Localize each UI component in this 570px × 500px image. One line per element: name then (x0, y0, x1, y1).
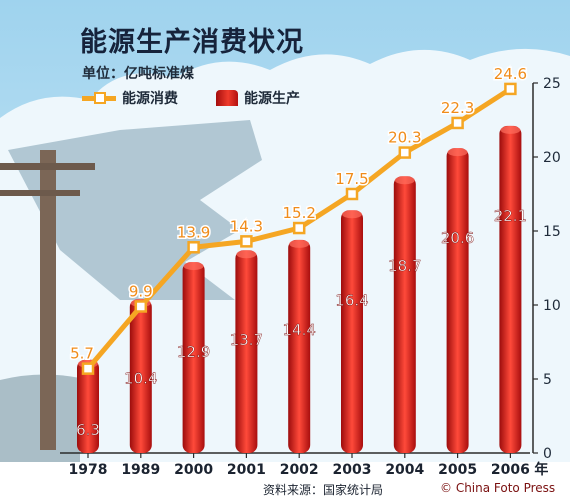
crossbar-shape (0, 163, 95, 170)
production-bar (341, 210, 363, 453)
consumption-value-label: 5.7 (70, 345, 94, 363)
consumption-value-label: 15.2 (282, 204, 315, 222)
x-tick-label: 2004 (385, 462, 424, 478)
x-tick-label: 2003 (333, 462, 372, 478)
x-tick-label: 2002 (280, 462, 319, 478)
production-bar (235, 250, 258, 453)
y-tick-label: 0 (543, 446, 552, 462)
y-tick-label: 25 (543, 76, 561, 92)
bar-cap (500, 125, 521, 134)
x-tick-label: 1989 (121, 462, 160, 478)
consumption-point (81, 362, 95, 375)
production-bar (499, 125, 522, 454)
production-value-label: 22.1 (494, 207, 527, 225)
consumption-point (187, 241, 200, 254)
legend-consumption-label: 能源消费 (122, 91, 178, 107)
consumption-value-label: 14.3 (230, 217, 263, 235)
x-axis-unit: 年 (534, 461, 548, 478)
production-bar (446, 148, 469, 453)
photo-credit: © China Foto Press (440, 481, 556, 495)
production-bar (393, 176, 416, 454)
consumption-point (451, 116, 464, 130)
pole-shape (40, 150, 56, 450)
bar-cap (183, 262, 204, 271)
unit-label: 单位：亿吨标准煤 (82, 66, 194, 82)
footer-band (0, 462, 570, 500)
production-bar (129, 299, 152, 453)
bar-cap (447, 148, 468, 157)
x-tick-label: 2000 (174, 462, 213, 478)
bar-marker-icon (216, 90, 238, 106)
bar-cap (236, 250, 257, 259)
bar-cap (289, 239, 310, 248)
x-tick-label: 2006 (491, 462, 530, 478)
production-value-label: 6.3 (76, 421, 100, 439)
y-tick-label: 5 (543, 372, 552, 388)
x-tick-label: 2001 (227, 462, 266, 478)
consumption-value-label: 13.9 (177, 223, 210, 241)
chart-title: 能源生产消费状况 (80, 27, 304, 58)
production-value-label: 20.6 (441, 229, 474, 247)
production-value-label: 12.9 (177, 343, 210, 361)
production-value-label: 10.4 (124, 370, 157, 388)
consumption-point (345, 187, 359, 201)
consumption-point (292, 221, 306, 235)
y-tick-label: 20 (543, 150, 561, 166)
y-tick-label: 10 (543, 298, 561, 314)
production-value-label: 14.4 (282, 321, 315, 339)
bar-cap (342, 210, 362, 219)
production-bar (182, 262, 205, 453)
x-tick-label: 1978 (69, 462, 108, 478)
production-bar (288, 239, 311, 453)
crossbar-shape (0, 190, 80, 196)
legend-production-label: 能源生产 (244, 91, 300, 107)
x-tick-label: 2005 (438, 462, 477, 478)
production-value-label: 16.4 (335, 291, 368, 309)
consumption-value-label: 9.9 (129, 282, 153, 300)
production-value-label: 13.7 (230, 331, 263, 349)
production-value-label: 18.7 (388, 257, 421, 275)
legend-production: 能源生产 (216, 87, 300, 109)
consumption-point (504, 82, 517, 96)
consumption-value-label: 20.3 (388, 129, 421, 147)
consumption-value-label: 17.5 (335, 170, 368, 188)
production-bar (77, 359, 99, 453)
legend-consumption: 能源消费 (82, 87, 178, 109)
y-tick-label: 15 (543, 224, 561, 240)
consumption-value-label: 22.3 (441, 99, 474, 117)
line-marker-icon (82, 91, 116, 104)
source-note: 资料来源：国家统计局 (263, 483, 384, 497)
consumption-point (240, 235, 253, 248)
consumption-point (134, 300, 148, 313)
bar-cap (394, 176, 415, 185)
consumption-value-label: 24.6 (494, 65, 527, 83)
consumption-point (398, 146, 412, 159)
